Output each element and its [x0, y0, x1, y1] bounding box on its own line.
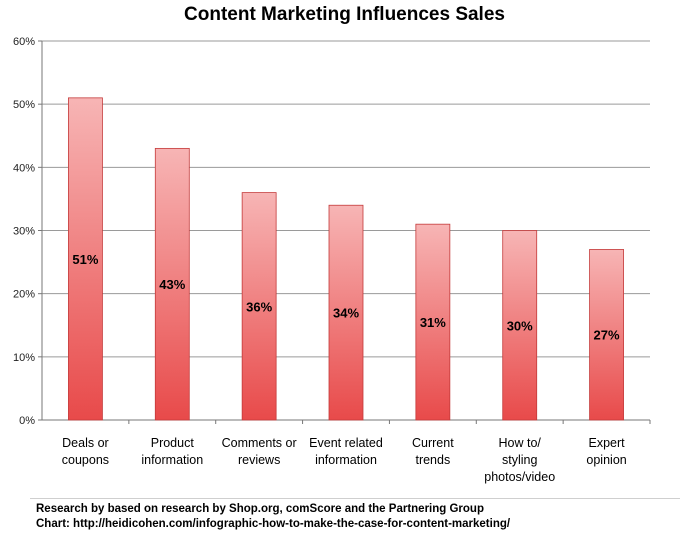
data-label: 43%: [159, 277, 185, 292]
y-tick-label: 0%: [19, 415, 35, 427]
bar: [241, 192, 277, 421]
bar: [415, 223, 451, 421]
category-label: Deals or coupons: [62, 436, 109, 467]
bar: [328, 204, 364, 421]
y-tick-label: 20%: [13, 289, 35, 301]
category-label: Comments or reviews: [222, 436, 297, 467]
bar: [589, 249, 624, 421]
chart-source-url: Chart: http://heidicohen.com/infographic…: [36, 518, 511, 530]
y-tick-label: 40%: [13, 162, 35, 174]
category-label: Event related information: [309, 436, 383, 467]
y-tick-label: 60%: [13, 36, 35, 48]
y-tick-label: 30%: [13, 226, 35, 238]
data-label: 30%: [507, 318, 533, 333]
bar-chart: 0% 10% 20% 30% 40% 50% 60% 51% Deals or coupons 43…: [13, 36, 651, 484]
data-label: 27%: [594, 328, 620, 343]
data-label: 31%: [420, 315, 446, 330]
category-label: How to/styling photos/video: [484, 436, 555, 484]
labels: 0% 10% 20% 30% 40% 50% 60% 51% Deals or coupons 43…: [13, 36, 627, 484]
y-tick-label: 50%: [13, 99, 35, 111]
data-label: 34%: [333, 306, 359, 321]
data-label: 51%: [72, 252, 98, 267]
y-tick-label: 10%: [13, 352, 35, 364]
footer-divider: [30, 498, 680, 499]
bar: [68, 97, 103, 421]
chart-title: Content Marketing Influences Sales: [184, 4, 505, 25]
category-label: Product information: [141, 436, 203, 467]
category-label: Current trends: [412, 436, 454, 467]
source-note: Research by based on research by Shop.or…: [36, 503, 484, 515]
bar: [502, 230, 538, 421]
bar: [154, 147, 190, 421]
data-label: 36%: [246, 299, 272, 314]
axes: [38, 40, 651, 424]
bars: [68, 97, 624, 421]
category-label: Expert opinion: [586, 436, 626, 467]
